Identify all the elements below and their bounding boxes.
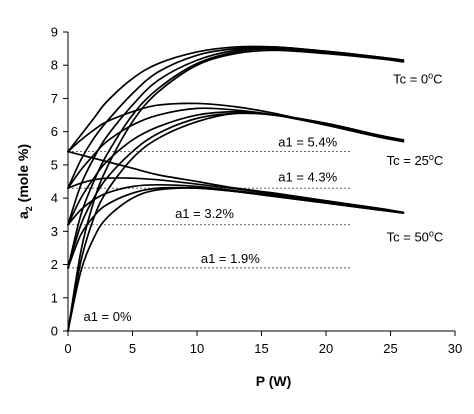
y-tick-label: 5 [51,157,58,172]
y-tick-label: 0 [51,324,58,339]
annotation-label: a1 = 5.4% [278,135,337,150]
series-line [67,49,405,332]
x-tick-label: 5 [129,341,136,356]
x-axis-title: P (W) [256,373,292,389]
group-label: Tc = 0oC [393,70,442,86]
y-axis-title-main: a [15,211,31,219]
x-tick-label: 10 [190,341,204,356]
x-tick-label: 20 [319,341,333,356]
x-tick-label: 30 [448,341,462,356]
y-tick-label: 4 [51,191,58,206]
y-tick-label: 2 [51,257,58,272]
series-layer [67,45,405,332]
y-axis-title: a2 (mole %) [15,144,34,219]
y-tick-label: 8 [51,58,58,73]
y-tick-label: 6 [51,124,58,139]
series-line [67,102,405,153]
series-line [67,183,405,226]
annotation-label: a1 = 4.3% [278,170,337,185]
group-label: Tc = 25oC [387,152,444,168]
y-tick-label: 3 [51,224,58,239]
ticks-layer: 0 5 10 15 20 25 30 0 1 2 3 4 5 6 7 8 9 [51,25,462,357]
x-tick-label: 0 [64,341,71,356]
series-line [67,45,405,153]
y-tick-label: 1 [51,290,58,305]
group-label: Tc = 50oC [387,228,444,244]
y-axis-title-subscript: 2 [24,206,34,211]
series-line [67,47,405,269]
y-tick-label: 9 [51,25,58,40]
annotations-layer: a1 = 0% a1 = 1.9% a1 = 3.2% a1 = 4.3% a1 = 5… [83,70,443,324]
x-tick-label: 15 [254,341,268,356]
annotation-label: a1 = 1.9% [201,251,260,266]
y-tick-label: 7 [51,91,58,106]
annotation-label: a1 = 0% [83,309,132,324]
y-axis-title-rest: (mole %) [15,144,31,206]
x-tick-label: 25 [383,341,397,356]
series-line [67,150,405,214]
annotation-label: a1 = 3.2% [175,206,234,221]
